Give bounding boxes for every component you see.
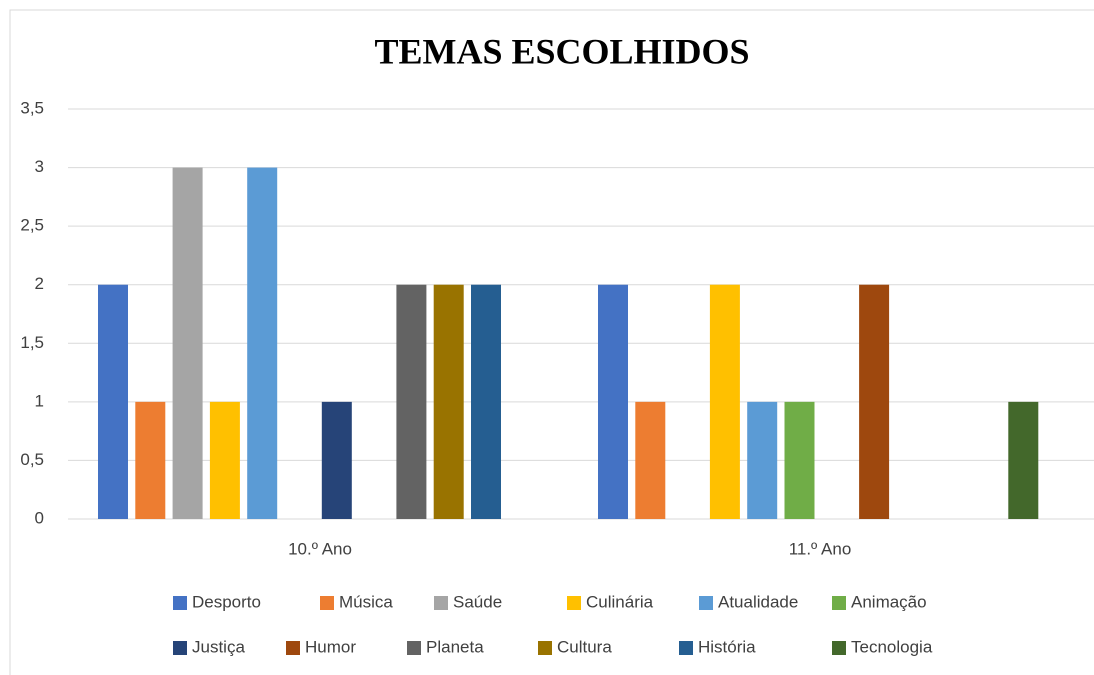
legend-swatch <box>567 596 581 610</box>
bar <box>709 284 740 519</box>
legend-swatch <box>679 641 693 655</box>
bar <box>471 284 501 519</box>
y-tick-label: 2 <box>35 274 44 293</box>
bar <box>1008 401 1039 519</box>
bar <box>247 167 278 520</box>
legend-swatch <box>832 641 846 655</box>
y-tick-label: 3 <box>35 157 44 176</box>
legend-swatch <box>538 641 552 655</box>
bar <box>635 401 666 519</box>
legend-label: Atualidade <box>718 592 798 611</box>
bar <box>859 284 890 519</box>
legend-swatch <box>407 641 421 655</box>
chart-frame <box>9 9 1094 675</box>
legend-label: Tecnologia <box>851 637 933 656</box>
legend-label: Justiça <box>192 637 245 656</box>
y-tick-label: 2,5 <box>20 216 44 235</box>
y-tick-label: 1,5 <box>20 333 44 352</box>
legend-swatch <box>434 596 448 610</box>
legend-swatch <box>699 596 713 610</box>
chart-title: TEMAS ESCOLHIDOS <box>374 31 749 71</box>
bar <box>396 284 427 519</box>
bar <box>747 401 778 519</box>
bar <box>98 284 128 519</box>
legend-label: Saúde <box>453 592 502 611</box>
y-tick-label: 0 <box>35 508 44 527</box>
legend-label: Desporto <box>192 592 261 611</box>
bar <box>209 401 240 519</box>
legend-swatch <box>832 596 846 610</box>
bar <box>135 401 166 519</box>
bar <box>321 401 352 519</box>
y-tick-label: 3,5 <box>20 98 44 117</box>
legend-label: Planeta <box>426 637 484 656</box>
legend-label: História <box>698 637 756 656</box>
legend-swatch <box>173 596 187 610</box>
legend-label: Cultura <box>557 637 612 656</box>
bar <box>433 284 464 519</box>
bar <box>598 284 628 519</box>
y-tick-label: 0,5 <box>20 450 44 469</box>
y-tick-label: 1 <box>35 391 44 410</box>
bar <box>172 167 203 520</box>
legend-swatch <box>320 596 334 610</box>
legend-swatch <box>286 641 300 655</box>
x-tick-label: 10.º Ano <box>288 539 352 558</box>
x-tick-label: 11.º Ano <box>789 539 852 558</box>
legend-label: Música <box>339 592 393 611</box>
legend-label: Culinária <box>586 592 654 611</box>
legend-swatch <box>173 641 187 655</box>
legend-label: Humor <box>305 637 356 656</box>
bar <box>784 401 815 519</box>
legend-label: Animação <box>851 592 927 611</box>
